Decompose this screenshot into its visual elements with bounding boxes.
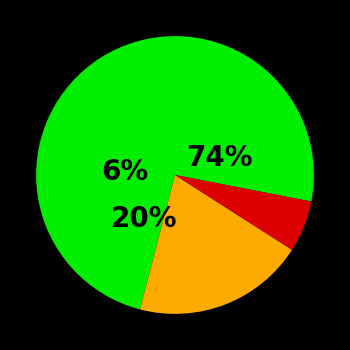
Wedge shape bbox=[36, 36, 314, 309]
Wedge shape bbox=[140, 175, 292, 314]
Wedge shape bbox=[175, 175, 312, 250]
Text: 20%: 20% bbox=[111, 205, 178, 233]
Text: 74%: 74% bbox=[186, 144, 253, 172]
Text: 6%: 6% bbox=[102, 158, 148, 186]
